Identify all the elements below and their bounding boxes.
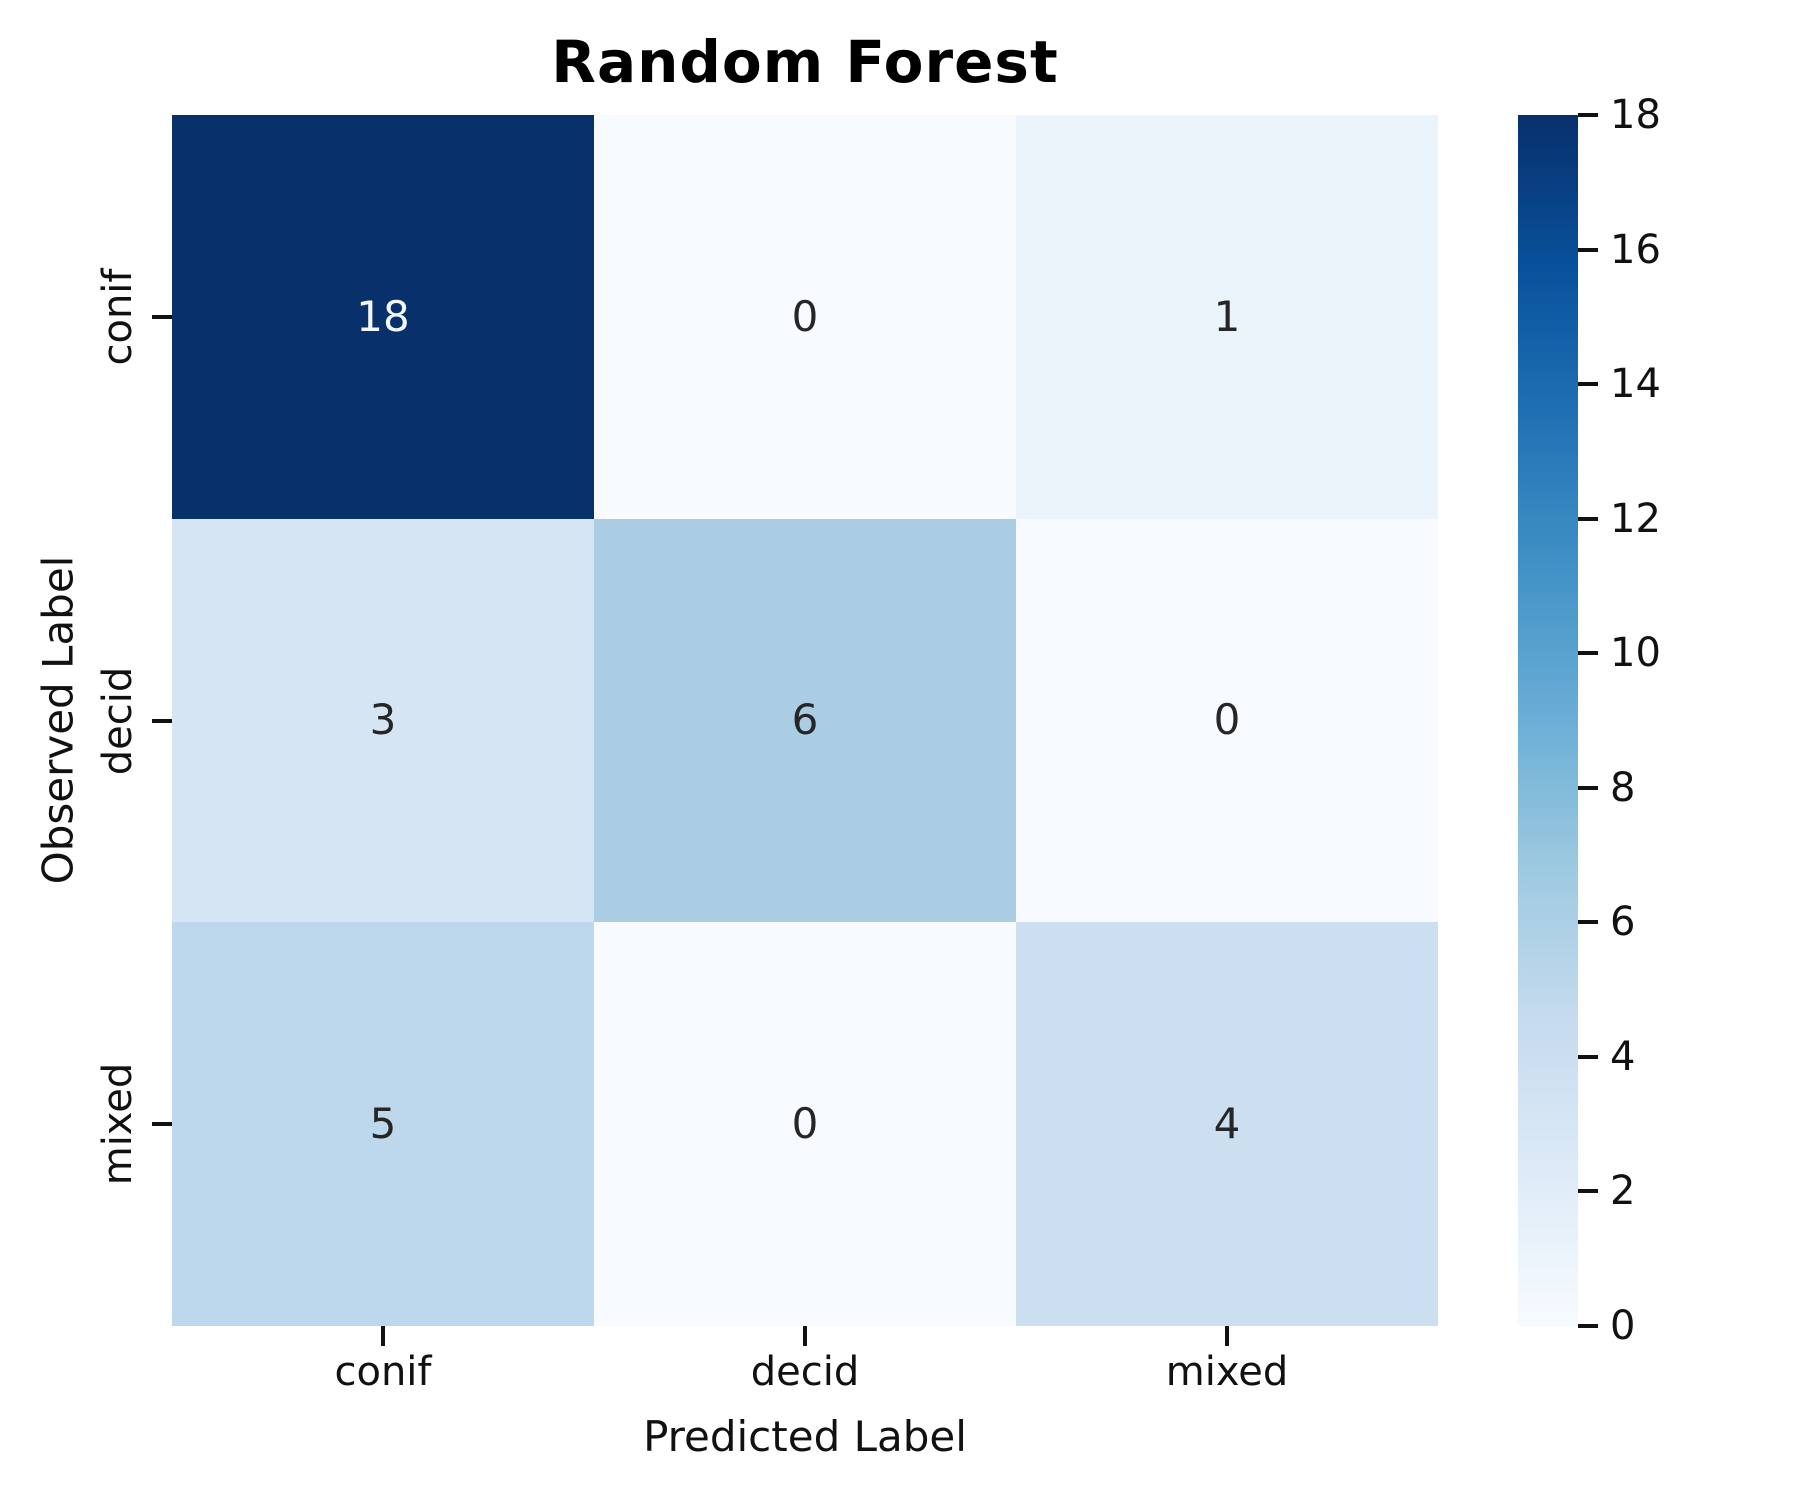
colorbar-tick-label: 4 [1610, 1033, 1636, 1080]
cell-value: 3 [369, 695, 397, 745]
colorbar-tick-label: 8 [1610, 764, 1636, 811]
colorbar-tick-mark [1578, 516, 1598, 521]
colorbar-tick-label: 10 [1610, 630, 1661, 677]
x-axis-label: Predicted Label [643, 1412, 967, 1461]
x-tick-label: decid [750, 1349, 860, 1395]
colorbar-tick-label: 2 [1610, 1168, 1636, 1215]
colorbar-tick-mark [1578, 247, 1598, 252]
colorbar-tick-mark [1578, 113, 1598, 117]
colorbar [1518, 115, 1578, 1326]
heatmap-cell: 3 [172, 518, 594, 923]
heatmap-cell: 0 [594, 115, 1016, 519]
colorbar-tick-mark [1578, 382, 1598, 387]
colorbar-tick-mark [1578, 920, 1598, 925]
heatmap-cell: 6 [594, 518, 1016, 923]
colorbar-tick-label: 18 [1610, 92, 1661, 138]
y-tick-mark [152, 1122, 172, 1127]
heatmap-grid: 18 0 1 3 6 0 5 0 4 [172, 115, 1438, 1326]
y-tick-label: conif [95, 268, 141, 366]
x-tick-mark [381, 1326, 385, 1346]
cell-value: 5 [369, 1099, 397, 1149]
y-tick-mark [152, 314, 172, 319]
colorbar-tick-mark [1578, 1324, 1598, 1328]
colorbar-tick-label: 16 [1610, 226, 1661, 273]
heatmap-cell: 0 [594, 922, 1016, 1326]
colorbar-tick-mark [1578, 785, 1598, 790]
colorbar-tick-label: 0 [1610, 1303, 1636, 1349]
cell-value: 0 [791, 291, 819, 341]
x-tick-label: conif [334, 1349, 432, 1395]
cell-value: 1 [1213, 291, 1241, 341]
y-tick-label: decid [95, 666, 141, 775]
cell-value: 0 [1213, 695, 1241, 745]
heatmap-cell: 1 [1016, 115, 1438, 519]
colorbar-tick-mark [1578, 651, 1598, 656]
heatmap-cell: 18 [172, 115, 594, 519]
y-tick-label: mixed [95, 1062, 141, 1186]
heatmap-cell: 4 [1016, 922, 1438, 1326]
x-tick-mark [803, 1326, 807, 1346]
y-axis-label: Observed Label [33, 555, 83, 885]
colorbar-tick-label: 12 [1610, 495, 1661, 542]
heatmap-cell: 0 [1016, 518, 1438, 923]
heatmap-cell: 5 [172, 922, 594, 1326]
colorbar-tick-mark [1578, 1189, 1598, 1194]
cell-value: 6 [791, 695, 819, 745]
cell-value: 4 [1213, 1099, 1241, 1149]
colorbar-tick-label: 6 [1610, 899, 1636, 946]
colorbar-tick-label: 14 [1610, 361, 1661, 408]
cell-value: 0 [791, 1099, 819, 1149]
cell-value: 18 [356, 291, 410, 341]
chart-title: Random Forest [551, 28, 1059, 96]
colorbar-tick-mark [1578, 1054, 1598, 1059]
x-tick-label: mixed [1165, 1349, 1289, 1395]
y-tick-mark [152, 718, 172, 723]
x-tick-mark [1225, 1326, 1229, 1346]
